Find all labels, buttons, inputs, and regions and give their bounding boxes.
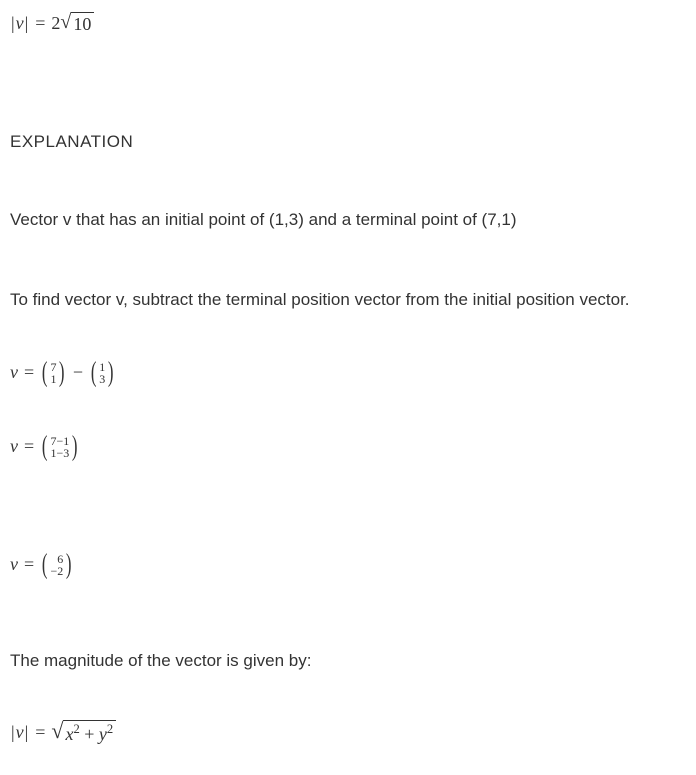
vector-bottom: −2 <box>50 565 63 577</box>
equation-result-magnitude: |v| = 2 √ 10 <box>10 12 686 36</box>
paren-close-icon: ) <box>72 433 78 461</box>
equation-step3: v = ( 6 −2 ) <box>10 551 686 579</box>
radicand: x2 + y2 <box>63 720 116 746</box>
column-vector-a: 7 1 <box>50 361 56 385</box>
paragraph-method: To find vector v, subtract the terminal … <box>10 288 686 313</box>
equals-sign: = <box>24 436 34 457</box>
var-v: v <box>16 13 24 34</box>
equation-magnitude-formula: |v| = √ x2 + y2 <box>10 720 686 746</box>
radical-icon: √ <box>60 12 71 32</box>
sqrt-expression: √ 10 <box>60 12 94 36</box>
vector-bottom: 1 <box>50 373 56 385</box>
paragraph-magnitude: The magnitude of the vector is given by: <box>10 649 686 674</box>
coefficient: 2 <box>51 13 60 34</box>
radical-icon: √ <box>51 720 63 742</box>
sqrt-expression: √ x2 + y2 <box>51 720 116 746</box>
abs-close: | <box>24 722 30 743</box>
var-v: v <box>10 436 18 457</box>
var-v: v <box>10 362 18 383</box>
vector-bottom: 3 <box>99 373 105 385</box>
abs-close: | <box>24 13 30 34</box>
equals-sign: = <box>24 362 34 383</box>
equals-sign: = <box>35 722 45 743</box>
plus-sign: + <box>80 724 99 744</box>
column-vector-result: 6 −2 <box>50 553 63 577</box>
paren-open-icon: ( <box>42 433 48 461</box>
minus-sign: − <box>73 362 83 383</box>
column-vector-b: 1 3 <box>99 361 105 385</box>
var-v: v <box>10 554 18 575</box>
equals-sign: = <box>35 13 45 34</box>
document-page: |v| = 2 √ 10 EXPLANATION Vector v that h… <box>0 0 696 775</box>
section-heading-explanation: EXPLANATION <box>10 132 686 152</box>
paragraph-given: Vector v that has an initial point of (1… <box>10 208 686 233</box>
radicand: 10 <box>71 12 94 36</box>
equation-step2: v = ( 7−1 1−3 ) <box>10 433 686 461</box>
paren-open-icon: ( <box>42 359 48 387</box>
column-vector: 7−1 1−3 <box>50 435 69 459</box>
paren-close-icon: ) <box>59 359 65 387</box>
equation-step1: v = ( 7 1 ) − ( 1 3 ) <box>10 359 686 387</box>
vector-bottom: 1−3 <box>50 447 69 459</box>
paren-open-icon: ( <box>42 551 48 579</box>
exponent: 2 <box>107 722 113 736</box>
var-v: v <box>16 722 24 743</box>
var-y: y <box>99 724 107 744</box>
equals-sign: = <box>24 554 34 575</box>
paren-open-icon: ( <box>91 359 97 387</box>
paren-close-icon: ) <box>108 359 114 387</box>
paren-close-icon: ) <box>66 551 72 579</box>
